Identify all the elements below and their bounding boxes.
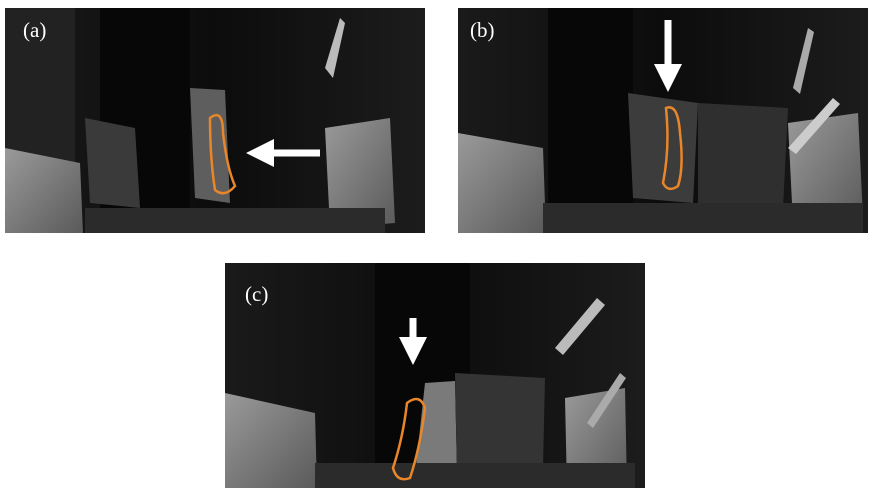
panel-b: (b) [458,8,868,233]
panel-c: (c) [225,263,645,488]
panel-label: (a) [23,18,46,42]
panel-label: (c) [245,282,268,306]
panel-a: (a) [5,8,425,233]
panel-label: (b) [470,18,495,42]
